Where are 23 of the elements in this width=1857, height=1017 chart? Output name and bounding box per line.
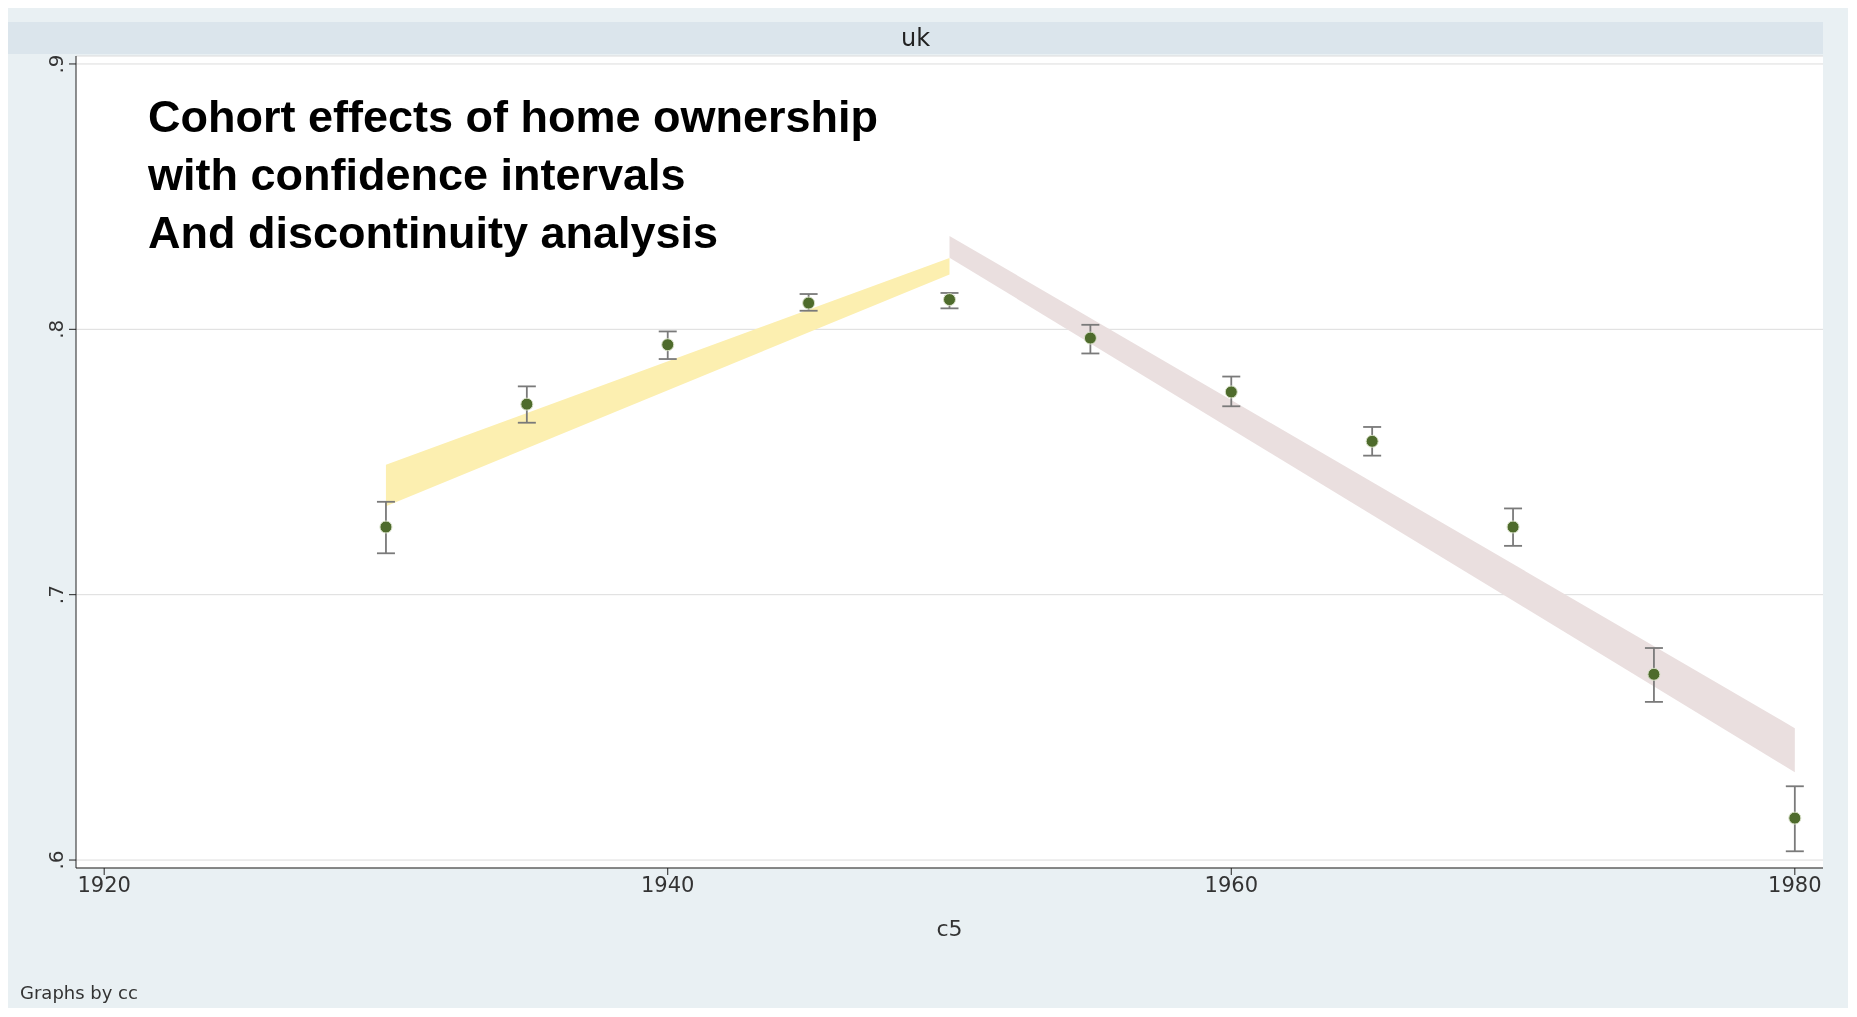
y-tick-label: .8 bbox=[44, 319, 68, 339]
chart-subtitle: uk bbox=[8, 22, 1823, 54]
y-tick-label: .6 bbox=[44, 850, 68, 870]
point bbox=[1506, 520, 1520, 534]
x-axis-title: c5 bbox=[936, 916, 963, 941]
x-tick-label: 1940 bbox=[641, 872, 695, 897]
point bbox=[802, 296, 816, 310]
point bbox=[1647, 667, 1661, 681]
x-tick-label: 1960 bbox=[1204, 872, 1258, 897]
point bbox=[520, 397, 534, 411]
point bbox=[661, 338, 675, 352]
x-tick-label: 1980 bbox=[1768, 872, 1822, 897]
point bbox=[1224, 385, 1238, 399]
y-tick-label: .9 bbox=[44, 54, 68, 74]
point bbox=[1365, 434, 1379, 448]
point bbox=[1788, 811, 1802, 825]
point bbox=[943, 293, 956, 307]
text: Cohort effects of home ownership with confidence intervals And discontinuity analysis bbox=[148, 90, 879, 260]
text: Graphs by cc bbox=[20, 982, 138, 1003]
point bbox=[1083, 331, 1097, 345]
point bbox=[379, 520, 393, 534]
y-tick-label: .7 bbox=[44, 585, 68, 605]
x-tick-label: 1920 bbox=[77, 872, 131, 897]
